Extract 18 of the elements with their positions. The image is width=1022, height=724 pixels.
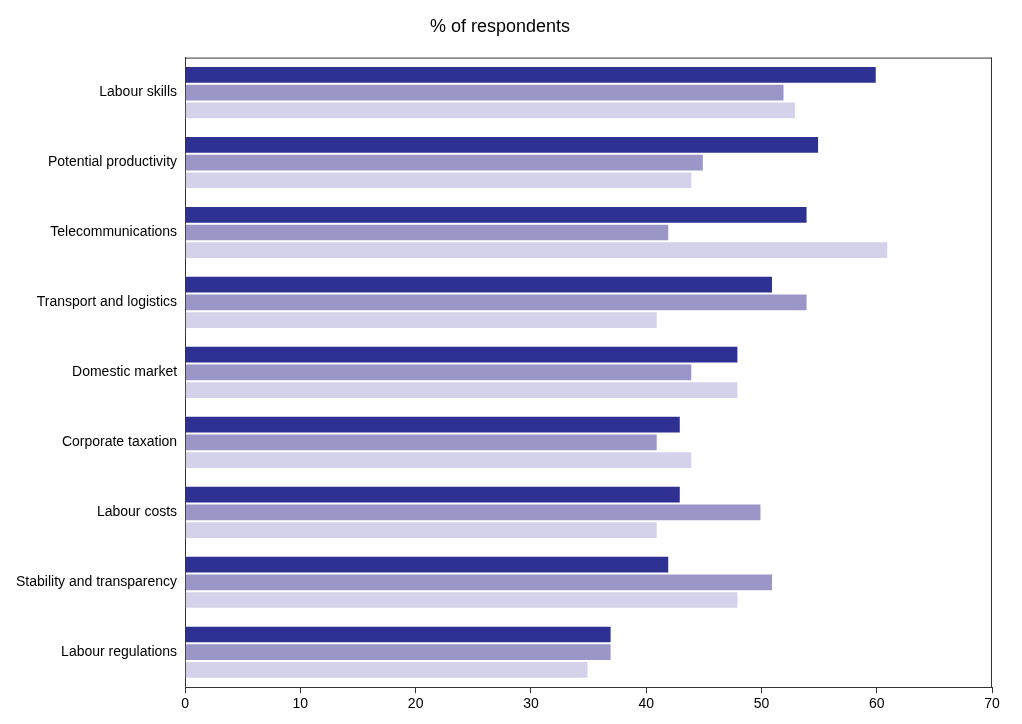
x-tick-label: 50 <box>753 695 770 712</box>
chart-title: % of respondents <box>429 15 571 36</box>
y-tick-label: Potential productivity <box>47 153 178 170</box>
y-tick-label: Domestic market <box>72 363 178 380</box>
x-tick-label: 10 <box>292 695 309 712</box>
y-tick-label: Labour skills <box>99 83 178 100</box>
y-tick-label: Labour regulations <box>61 643 178 660</box>
x-tick-label: 70 <box>984 695 1000 712</box>
x-tick-label: 0 <box>181 695 190 712</box>
y-tick-label: Corporate taxation <box>61 433 178 450</box>
y-tick-label: Labour costs <box>96 503 178 520</box>
y-tick-label: Stability and transparency <box>16 573 178 590</box>
y-tick-label: Transport and logistics <box>36 293 178 310</box>
x-tick-label: 30 <box>523 695 539 712</box>
x-tick-label: 60 <box>868 695 885 712</box>
x-tick-label: 40 <box>638 695 655 712</box>
x-tick-label: 20 <box>407 695 424 712</box>
y-tick-label: Telecommunications <box>50 223 178 240</box>
